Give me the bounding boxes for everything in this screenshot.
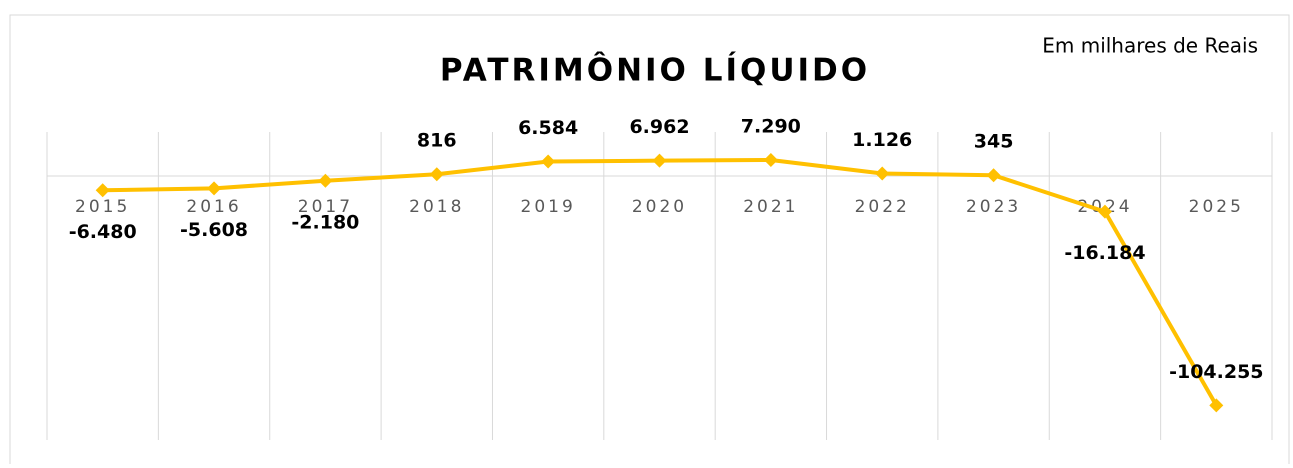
marker	[541, 154, 556, 169]
x-tick-label: 2025	[1189, 197, 1244, 217]
x-tick-label: 2023	[966, 197, 1021, 217]
data-label: -104.255	[1169, 361, 1263, 383]
x-tick-label: 2020	[632, 197, 687, 217]
x-tick-label: 2016	[186, 197, 241, 217]
data-label: -2.180	[291, 211, 359, 233]
marker	[95, 183, 110, 198]
x-tick-label: 2017	[298, 197, 353, 217]
x-tick-label: 2018	[409, 197, 464, 217]
chart-title: PATRIMÔNIO LÍQUIDO	[440, 52, 870, 89]
marker	[986, 168, 1001, 183]
data-label: 345	[974, 131, 1014, 153]
data-label: 6.962	[629, 116, 689, 138]
x-tick-label: 2022	[855, 197, 910, 217]
chart-frame	[9, 14, 1290, 468]
marker	[652, 153, 667, 168]
chart-subtitle: Em milhares de Reais	[1042, 34, 1258, 58]
marker	[1097, 204, 1112, 219]
data-label: 6.584	[518, 117, 578, 139]
marker	[429, 167, 444, 182]
x-tick-label: 2015	[75, 197, 130, 217]
data-label: 1.126	[852, 129, 912, 151]
data-label: -6.480	[69, 221, 137, 243]
marker	[207, 181, 222, 196]
data-label: -5.608	[180, 219, 248, 241]
data-label: -16.184	[1064, 242, 1145, 264]
data-label: 816	[417, 130, 457, 152]
marker	[318, 173, 333, 188]
marker	[763, 152, 778, 167]
x-tick-label: 2021	[743, 197, 798, 217]
marker	[1209, 398, 1224, 413]
x-tick-label: 2019	[521, 197, 576, 217]
marker	[875, 166, 890, 181]
data-label: 7.290	[741, 115, 801, 137]
